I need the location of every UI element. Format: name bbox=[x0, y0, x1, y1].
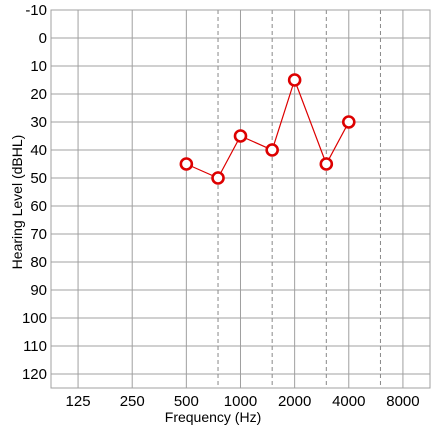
y-tick-label: 120 bbox=[22, 366, 47, 383]
y-tick-label: 90 bbox=[30, 282, 47, 299]
y-tick-label: 0 bbox=[39, 30, 47, 47]
plot-frame bbox=[50, 9, 431, 389]
y-tick-label: 30 bbox=[30, 114, 47, 131]
y-tick-label: 70 bbox=[30, 226, 47, 243]
y-axis-title: Hearing Level (dBHL) bbox=[9, 135, 25, 270]
series-layer bbox=[179, 73, 356, 185]
data-point-marker bbox=[179, 157, 194, 171]
x-tick-label: 4000 bbox=[332, 393, 365, 410]
y-tick-label: 100 bbox=[22, 310, 47, 327]
y-tick-label: 10 bbox=[30, 58, 47, 75]
data-point-marker bbox=[211, 171, 225, 185]
data-point-marker bbox=[341, 115, 356, 129]
x-tick-labels: 125 250 500 1000 2000 4000 8000 bbox=[66, 393, 420, 410]
x-tick-label: 1000 bbox=[224, 393, 257, 410]
x-tick-label: 250 bbox=[120, 393, 145, 410]
x-axis-title: Frequency (Hz) bbox=[165, 409, 261, 425]
y-tick-label: 40 bbox=[30, 142, 47, 159]
data-point-marker bbox=[287, 73, 302, 87]
x-tick-label: 8000 bbox=[386, 393, 419, 410]
y-tick-label: 80 bbox=[30, 254, 47, 271]
x-tick-label: 500 bbox=[174, 393, 199, 410]
data-point-marker bbox=[233, 129, 248, 143]
data-point-marker bbox=[319, 157, 334, 171]
y-tick-label: -10 bbox=[25, 2, 47, 19]
x-tick-label: 2000 bbox=[278, 393, 311, 410]
y-tick-label: 60 bbox=[30, 198, 47, 215]
grid-layer bbox=[50, 9, 431, 389]
x-tick-label: 125 bbox=[66, 393, 91, 410]
data-point-marker bbox=[265, 143, 279, 157]
y-tick-label: 110 bbox=[23, 338, 47, 355]
y-tick-labels: -10 0 10 20 30 40 50 60 70 80 90 100 110 120 bbox=[22, 2, 47, 383]
y-tick-label: 20 bbox=[30, 86, 47, 103]
y-tick-label: 50 bbox=[30, 170, 47, 187]
